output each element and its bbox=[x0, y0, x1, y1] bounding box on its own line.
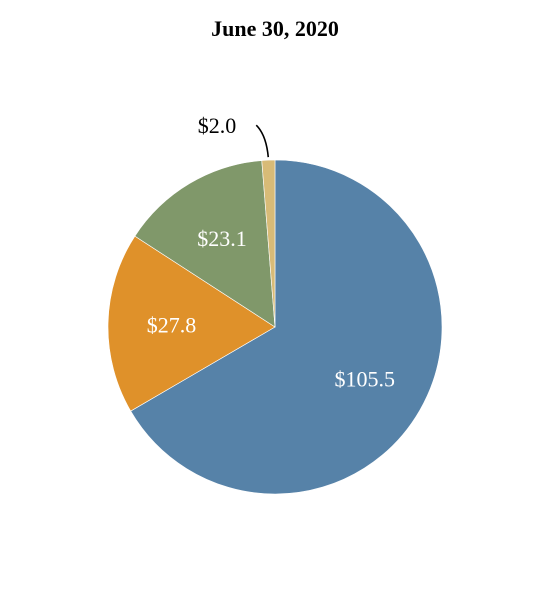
data-label-105-5: $105.5 bbox=[335, 367, 396, 392]
data-label-2-0: $2.0 bbox=[198, 113, 237, 138]
pie-slices bbox=[107, 159, 443, 495]
pie-labels: $105.5 $27.8 $23.1 $2.0 bbox=[147, 113, 395, 391]
data-label-27-8: $27.8 bbox=[147, 313, 197, 338]
data-label-23-1: $23.1 bbox=[197, 226, 247, 251]
pie-slice-105-5 bbox=[130, 159, 443, 495]
pie-slice-27-8 bbox=[107, 235, 276, 412]
chart-title: June 30, 2020 bbox=[211, 16, 339, 41]
pie-slice-2-0 bbox=[261, 159, 276, 328]
leader-line-2-0 bbox=[255, 124, 270, 158]
pie-slice-23-1 bbox=[134, 160, 276, 328]
